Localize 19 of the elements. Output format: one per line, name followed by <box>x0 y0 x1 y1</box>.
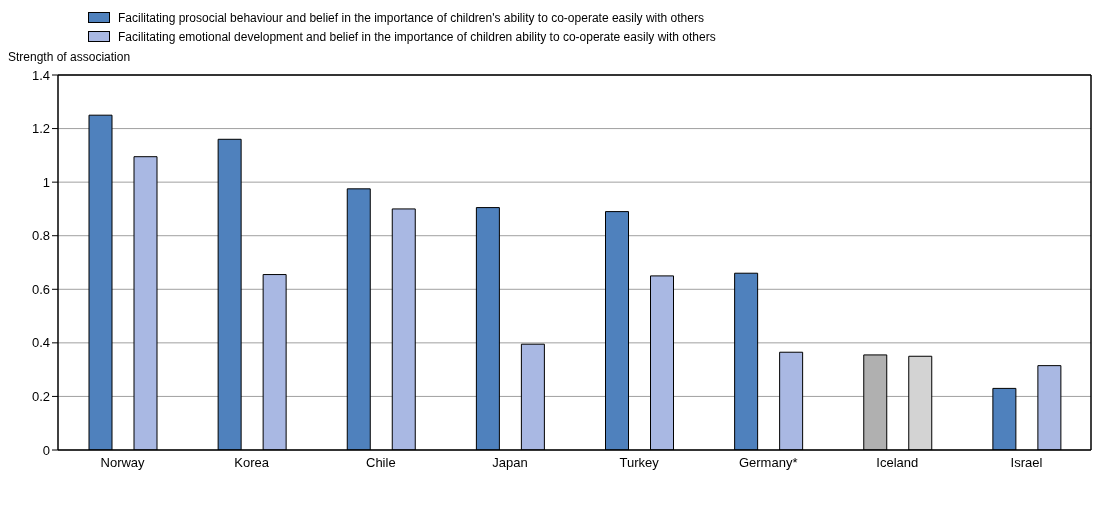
x-tick-label: Iceland <box>876 455 919 471</box>
x-tick-label: Korea <box>234 455 270 471</box>
y-tick-label: 0.2 <box>31 389 50 405</box>
legend-label: Facilitating prosocial behaviour and belief in the importance of children's ability to co-operate easily with others <box>118 10 704 25</box>
legend-label: Facilitating emotional development and belief in the importance of children ability to co-operate easily with others <box>118 29 716 44</box>
y-tick-label: 1.4 <box>31 67 50 83</box>
y-axis-title: Strength of association <box>8 50 132 66</box>
x-tick-label: Turkey <box>619 455 660 471</box>
y-tick-label: 0.8 <box>31 228 50 244</box>
y-tick-label: 0.4 <box>31 335 50 351</box>
y-tick-label: 0.6 <box>31 281 50 297</box>
x-tick-label: Israel <box>1010 455 1043 471</box>
x-tick-label: Germany* <box>738 455 798 471</box>
x-tick-label: Chile <box>366 455 396 471</box>
y-tick-label: 1 <box>42 174 50 190</box>
y-tick-label: 1.2 <box>31 121 50 137</box>
y-tick-label: 0 <box>42 442 50 458</box>
x-tick-label: Japan <box>492 455 528 471</box>
x-tick-label: Norway <box>100 455 146 471</box>
